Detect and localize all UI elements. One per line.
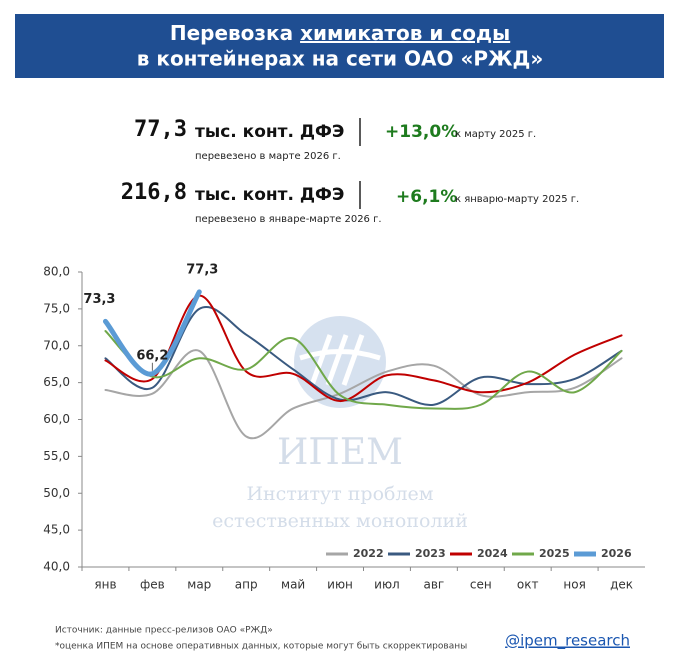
- y-tick-label: 40,0: [43, 560, 70, 574]
- stat-unit: тыс. конт. ДФЭ: [195, 122, 344, 142]
- header-title-line2: в контейнерах на сети ОАО «РЖД»: [137, 47, 543, 71]
- x-tick-label: сен: [470, 578, 492, 592]
- x-tick-label: май: [281, 578, 305, 592]
- stat-comparison: к марту 2025 г.: [455, 129, 536, 140]
- stat-change: +6,1%: [396, 187, 457, 207]
- x-tick-label: янв: [94, 578, 116, 592]
- x-tick-label: мар: [187, 578, 211, 592]
- data-label: 73,3: [83, 292, 115, 307]
- y-tick-label: 80,0: [43, 265, 70, 279]
- footer-note: *оценка ИПЕМ на основе оперативных данны…: [55, 642, 467, 652]
- watermark: ИПЕМ Институт проблем естественных моноп…: [212, 316, 468, 532]
- title-part: Перевозка: [170, 21, 300, 45]
- watermark-logo-mark: [299, 334, 381, 386]
- series-line: [102, 289, 202, 377]
- footer-link[interactable]: @ipem_research: [505, 632, 630, 651]
- y-tick-label: 50,0: [43, 486, 70, 500]
- y-tick-label: 65,0: [43, 375, 70, 389]
- stat-value: 77,3: [134, 117, 187, 142]
- chart: 40,0 45,0 50,0 55,0 60,0 65,0 70,0 75,0 80,0 янв ф…: [43, 262, 645, 592]
- y-tick-label: 75,0: [43, 301, 70, 315]
- stat-unit: тыс. конт. ДФЭ: [195, 185, 344, 205]
- legend-label: 2024: [477, 547, 508, 560]
- watermark-title: ИПЕМ: [277, 432, 403, 473]
- legend-label: 2023: [415, 547, 446, 560]
- y-tick-label: 70,0: [43, 338, 70, 352]
- data-label: 77,3: [186, 262, 218, 277]
- watermark-text: Институт проблем: [246, 483, 433, 505]
- series-line: [104, 306, 623, 406]
- series-line: [104, 294, 623, 403]
- x-tick-label: авг: [424, 578, 445, 592]
- header-banner: [15, 14, 664, 78]
- stat-note: перевезено в январе-марте 2026 г.: [195, 214, 382, 225]
- legend-label: 2026: [601, 547, 632, 560]
- series-line: [104, 330, 623, 410]
- x-tick-label: июл: [374, 578, 400, 592]
- title-underlined: химикатов и соды: [300, 21, 510, 45]
- footer-source: Источник: данные пресс-релизов ОАО «РЖД»: [55, 626, 273, 636]
- stat-change: +13,0%: [385, 122, 458, 142]
- series-line: [104, 349, 623, 440]
- x-tick-label: ноя: [563, 578, 585, 592]
- x-tick-label: апр: [235, 578, 258, 592]
- y-tick-label: 55,0: [43, 449, 70, 463]
- header-title-line1: Перевозка химикатов и соды: [170, 21, 510, 45]
- legend-label: 2025: [539, 547, 570, 560]
- y-tick-label: 45,0: [43, 523, 70, 537]
- x-tick-label: июн: [327, 578, 353, 592]
- x-tick-label: окт: [517, 578, 539, 592]
- stat-value: 216,8: [121, 180, 187, 205]
- x-tick-label: дек: [610, 578, 633, 592]
- stat-note: перевезено в марте 2026 г.: [195, 151, 341, 162]
- watermark-text: естественных монополий: [212, 510, 468, 532]
- y-tick-label: 60,0: [43, 412, 70, 426]
- x-tick-label: фев: [140, 578, 165, 592]
- stat-comparison: к январю-марту 2025 г.: [455, 194, 579, 205]
- data-label: 66,2: [136, 348, 168, 363]
- legend-label: 2022: [353, 547, 384, 560]
